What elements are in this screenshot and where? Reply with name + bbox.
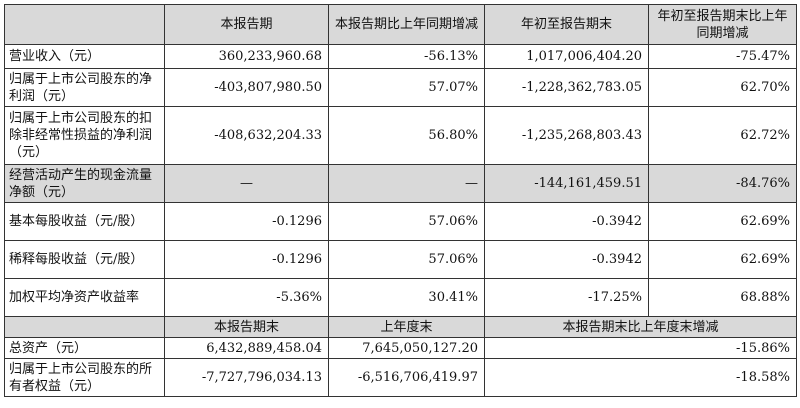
cell-value: -18.58% bbox=[484, 358, 797, 397]
cell-value: -408,632,204.33 bbox=[164, 106, 329, 165]
table-row: 归属于上市公司股东的所有者权益（元） -7,727,796,034.13 -6,… bbox=[4, 358, 797, 397]
subheader-period-end: 本报告期末 bbox=[164, 316, 329, 338]
header-current-period: 本报告期 bbox=[164, 4, 329, 45]
header-ytd: 年初至报告期末 bbox=[484, 4, 649, 45]
cell-value: 57.06% bbox=[328, 202, 485, 241]
table-subheader-row: 本报告期末 上年度末 本报告期末比上年度末增减 bbox=[4, 316, 797, 338]
cell-value: -15.86% bbox=[484, 337, 797, 359]
cell-value: 56.80% bbox=[328, 106, 485, 165]
cell-value: — bbox=[328, 164, 485, 203]
cell-value: -0.1296 bbox=[164, 202, 329, 241]
table-row: 营业收入（元） 360,233,960.68 -56.13% 1,017,006… bbox=[4, 44, 797, 69]
row-label: 总资产（元） bbox=[4, 337, 165, 359]
cell-value: -0.3942 bbox=[484, 202, 649, 241]
row-label: 归属于上市公司股东的扣除非经常性损益的净利润（元） bbox=[4, 106, 165, 165]
cell-value: -75.47% bbox=[648, 44, 797, 69]
cell-value: -56.13% bbox=[328, 44, 485, 69]
cell-value: -403,807,980.50 bbox=[164, 68, 329, 107]
header-ytd-change: 年初至报告期末比上年同期增减 bbox=[648, 4, 797, 45]
cell-value: 62.72% bbox=[648, 106, 797, 165]
table-row: 基本每股收益（元/股） -0.1296 57.06% -0.3942 62.69… bbox=[4, 202, 797, 241]
table-header-row: 本报告期 本报告期比上年同期增减 年初至报告期末 年初至报告期末比上年同期增减 bbox=[4, 4, 797, 45]
cell-value: 57.06% bbox=[328, 240, 485, 279]
cell-value: 62.70% bbox=[648, 68, 797, 107]
cell-value: 57.07% bbox=[328, 68, 485, 107]
row-label: 稀释每股收益（元/股） bbox=[4, 240, 165, 279]
subheader-change: 本报告期末比上年度末增减 bbox=[484, 316, 797, 338]
cell-value: 62.69% bbox=[648, 240, 797, 279]
table-row: 归属于上市公司股东的扣除非经常性损益的净利润（元） -408,632,204.3… bbox=[4, 106, 797, 165]
row-label: 经营活动产生的现金流量净额（元） bbox=[4, 164, 165, 203]
header-label-cell bbox=[4, 4, 165, 45]
table-row: 稀释每股收益（元/股） -0.1296 57.06% -0.3942 62.69… bbox=[4, 240, 797, 279]
cell-value: -1,235,268,803.43 bbox=[484, 106, 649, 165]
row-label: 归属于上市公司股东的所有者权益（元） bbox=[4, 358, 165, 397]
cell-value: -0.1296 bbox=[164, 240, 329, 279]
cell-value: 62.69% bbox=[648, 202, 797, 241]
cell-value: 7,645,050,127.20 bbox=[328, 337, 485, 359]
cell-value: -1,228,362,783.05 bbox=[484, 68, 649, 107]
cell-value: 68.88% bbox=[648, 278, 797, 317]
cell-value: 6,432,889,458.04 bbox=[164, 337, 329, 359]
row-label: 归属于上市公司股东的净利润（元） bbox=[4, 68, 165, 107]
subheader-label-cell bbox=[4, 316, 165, 338]
cell-value: -0.3942 bbox=[484, 240, 649, 279]
row-label: 营业收入（元） bbox=[4, 44, 165, 69]
table-row: 经营活动产生的现金流量净额（元） — — -144,161,459.51 -84… bbox=[4, 164, 797, 203]
table-row: 总资产（元） 6,432,889,458.04 7,645,050,127.20… bbox=[4, 337, 797, 359]
row-label: 加权平均净资产收益率 bbox=[4, 278, 165, 317]
table-row: 归属于上市公司股东的净利润（元） -403,807,980.50 57.07% … bbox=[4, 68, 797, 107]
cell-value: 30.41% bbox=[328, 278, 485, 317]
financial-summary-table: 本报告期 本报告期比上年同期增减 年初至报告期末 年初至报告期末比上年同期增减 … bbox=[4, 4, 797, 397]
header-current-period-change: 本报告期比上年同期增减 bbox=[328, 4, 485, 45]
row-label: 基本每股收益（元/股） bbox=[4, 202, 165, 241]
cell-value: -17.25% bbox=[484, 278, 649, 317]
subheader-prior-year-end: 上年度末 bbox=[328, 316, 485, 338]
cell-value: -6,516,706,419.97 bbox=[328, 358, 485, 397]
cell-value: -5.36% bbox=[164, 278, 329, 317]
cell-value: — bbox=[164, 164, 329, 203]
cell-value: -7,727,796,034.13 bbox=[164, 358, 329, 397]
cell-value: 360,233,960.68 bbox=[164, 44, 329, 69]
cell-value: -84.76% bbox=[648, 164, 797, 203]
table-row: 加权平均净资产收益率 -5.36% 30.41% -17.25% 68.88% bbox=[4, 278, 797, 317]
cell-value: -144,161,459.51 bbox=[484, 164, 649, 203]
cell-value: 1,017,006,404.20 bbox=[484, 44, 649, 69]
